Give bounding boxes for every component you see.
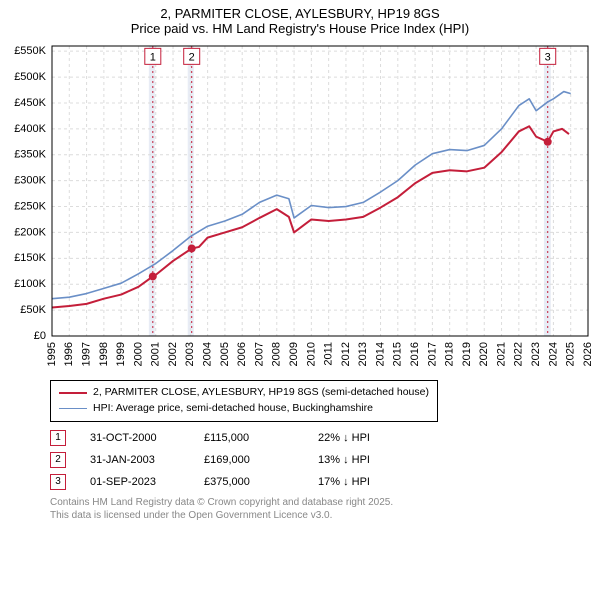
sale-marker: 2 [50,452,66,468]
x-tick-label: 2003 [184,342,196,366]
sale-date: 01-SEP-2023 [90,476,180,488]
sale-row: 1 31-OCT-2000 £115,000 22% ↓ HPI [50,430,600,446]
y-tick-label: £150K [14,252,46,264]
sale-row: 2 31-JAN-2003 £169,000 13% ↓ HPI [50,452,600,468]
x-tick-label: 2013 [357,342,369,366]
y-tick-label: £250K [14,200,46,212]
x-tick-label: 2020 [478,342,490,366]
x-tick-label: 2008 [271,342,283,366]
x-tick-label: 2018 [444,342,456,366]
sale-price: £169,000 [204,454,294,466]
x-tick-label: 1998 [98,342,110,366]
legend-label: HPI: Average price, semi-detached house,… [93,401,373,417]
y-tick-label: £450K [14,97,46,109]
x-tick-label: 1996 [63,342,75,366]
x-tick-label: 2011 [323,342,335,366]
x-tick-label: 2023 [530,342,542,366]
footer: Contains HM Land Registry data © Crown c… [50,496,600,522]
y-tick-label: £100K [14,278,46,290]
sale-bubble: 2 [184,48,200,64]
legend: 2, PARMITER CLOSE, AYLESBURY, HP19 8GS (… [50,380,438,422]
sales-list: 1 31-OCT-2000 £115,000 22% ↓ HPI 2 31-JAN-200… [50,430,600,490]
sale-diff: 22% ↓ HPI [318,432,408,444]
x-tick-label: 2006 [236,342,248,366]
sale-date: 31-OCT-2000 [90,432,180,444]
x-tick-label: 2025 [565,342,577,366]
sale-marker: 1 [50,430,66,446]
y-tick-label: £400K [14,123,46,135]
x-tick-label: 2009 [288,342,300,366]
sale-diff: 13% ↓ HPI [318,454,408,466]
svg-text:2: 2 [189,51,195,63]
x-tick-label: 2024 [547,342,559,366]
y-tick-label: £300K [14,175,46,187]
sale-marker: 3 [50,474,66,490]
x-tick-label: 2019 [461,342,473,366]
x-tick-label: 2007 [253,342,265,366]
x-tick-label: 2012 [340,342,352,366]
sale-date: 31-JAN-2003 [90,454,180,466]
y-tick-label: £200K [14,226,46,238]
x-tick-label: 2002 [167,342,179,366]
x-tick-label: 2004 [202,342,214,366]
y-tick-label: £0 [34,330,46,342]
sale-price: £115,000 [204,432,294,444]
svg-text:3: 3 [545,51,551,63]
legend-swatch [59,408,87,409]
x-tick-label: 2026 [582,342,594,366]
chart-container: 2, PARMITER CLOSE, AYLESBURY, HP19 8GS P… [0,0,600,522]
sale-price: £375,000 [204,476,294,488]
sale-bubble: 1 [145,48,161,64]
chart-area: £0£50K£100K£150K£200K£250K£300K£350K£400… [50,44,590,374]
x-tick-label: 2021 [495,342,507,366]
y-tick-label: £550K [14,45,46,57]
x-tick-label: 2010 [305,342,317,366]
x-tick-label: 2017 [426,342,438,366]
x-tick-label: 1997 [80,342,92,366]
y-tick-label: £50K [20,304,46,316]
title-block: 2, PARMITER CLOSE, AYLESBURY, HP19 8GS P… [0,0,600,38]
footer-line1: Contains HM Land Registry data © Crown c… [50,496,600,509]
x-tick-label: 2005 [219,342,231,366]
legend-swatch [59,392,87,394]
x-tick-label: 2015 [392,342,404,366]
x-tick-label: 1999 [115,342,127,366]
title-subtitle: Price paid vs. HM Land Registry's House … [0,21,600,36]
x-tick-label: 2016 [409,342,421,366]
x-tick-label: 2000 [132,342,144,366]
footer-line2: This data is licensed under the Open Gov… [50,509,600,522]
legend-label: 2, PARMITER CLOSE, AYLESBURY, HP19 8GS (… [93,385,429,401]
legend-row: 2, PARMITER CLOSE, AYLESBURY, HP19 8GS (… [59,385,429,401]
y-tick-label: £350K [14,149,46,161]
x-tick-label: 2014 [374,342,386,366]
x-tick-label: 2022 [513,342,525,366]
y-tick-label: £500K [14,71,46,83]
svg-text:1: 1 [150,51,156,63]
legend-row: HPI: Average price, semi-detached house,… [59,401,429,417]
x-tick-label: 1995 [46,342,58,366]
sale-diff: 17% ↓ HPI [318,476,408,488]
chart-svg: £0£50K£100K£150K£200K£250K£300K£350K£400… [50,44,590,374]
x-tick-label: 2001 [150,342,162,366]
sale-row: 3 01-SEP-2023 £375,000 17% ↓ HPI [50,474,600,490]
title-address: 2, PARMITER CLOSE, AYLESBURY, HP19 8GS [0,6,600,21]
sale-bubble: 3 [540,48,556,64]
